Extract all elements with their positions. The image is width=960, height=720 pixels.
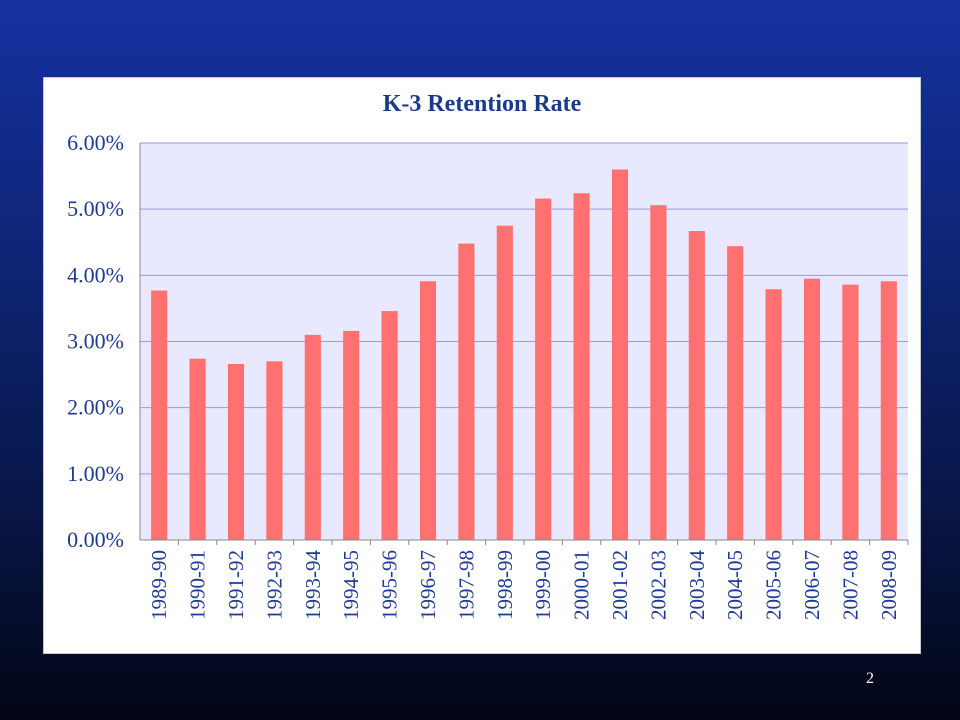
x-category-label: 2005-06 (762, 550, 786, 620)
x-category-label: 2008-09 (877, 550, 901, 620)
bar (573, 193, 590, 540)
x-category-label: 1999-00 (531, 550, 555, 620)
bar (727, 246, 744, 540)
bar (151, 290, 168, 540)
page-number: 2 (866, 670, 874, 687)
y-axis-ticks: 0.00% 1.00% 2.00% 3.00% 4.00% 5.00% 6.00% (67, 130, 124, 552)
bar (304, 334, 321, 540)
x-category-label: 2003-04 (685, 550, 709, 620)
bar (266, 361, 283, 540)
x-category-label: 1996-97 (416, 550, 440, 620)
y-tick-label: 1.00% (67, 461, 124, 486)
bar (611, 169, 629, 540)
x-category-label: 1998-99 (493, 550, 517, 620)
y-tick-label: 3.00% (67, 329, 124, 354)
x-category-label: 2000-01 (570, 550, 594, 620)
x-category-label: 2004-05 (723, 550, 747, 620)
y-tick-label: 4.00% (67, 262, 124, 287)
bar (458, 243, 475, 540)
axes (139, 143, 909, 545)
x-category-label: 1997-98 (454, 550, 478, 620)
x-category-label: 1993-94 (301, 550, 325, 620)
x-category-label: 2006-07 (800, 550, 824, 620)
bar (496, 225, 513, 541)
bar (842, 284, 859, 540)
bar (688, 231, 705, 541)
x-category-label: 1990-91 (186, 550, 210, 620)
bar (535, 198, 552, 540)
x-category-label: 2002-03 (646, 550, 670, 620)
chart-title: K-3 Retention Rate (382, 91, 582, 117)
x-category-label: 1992-93 (262, 550, 286, 620)
x-category-label: 1989-90 (147, 550, 171, 620)
bar (343, 330, 360, 540)
x-category-label: 2007-08 (838, 550, 862, 620)
bar (419, 281, 437, 540)
bar (880, 281, 897, 540)
bars (151, 169, 897, 541)
y-tick-label: 6.00% (67, 130, 124, 155)
y-tick-label: 5.00% (67, 196, 124, 221)
bar (189, 358, 206, 540)
y-tick-label: 0.00% (67, 527, 124, 552)
x-category-label: 1994-95 (339, 550, 363, 620)
x-category-label: 1991-92 (224, 550, 248, 620)
x-category-label: 1995-96 (378, 550, 402, 620)
bar (765, 289, 782, 540)
x-axis-categories: 1989-90 1990-91 1991-92 1992-93 1993-94 1994-… (147, 550, 901, 620)
x-category-label: 2001-02 (608, 550, 632, 620)
bar (227, 363, 245, 540)
bar (803, 278, 821, 540)
y-tick-label: 2.00% (67, 395, 124, 420)
bar (381, 311, 398, 540)
bar (650, 205, 667, 541)
